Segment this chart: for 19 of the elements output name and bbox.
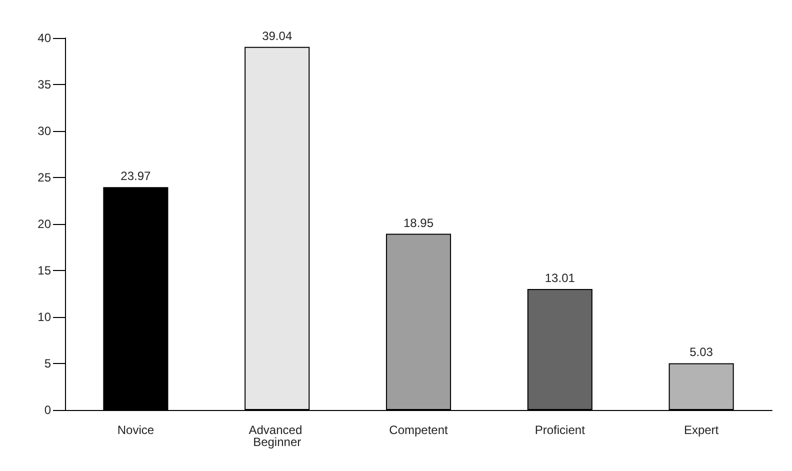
y-tick-label: 20 [38,217,52,231]
x-tick-label: Proficient [534,423,586,437]
data-label: 18.95 [403,216,434,230]
y-tick-label: 10 [38,310,52,324]
y-tick-label: 40 [38,31,52,45]
x-tick-label: Expert [684,423,720,437]
data-label: 23.97 [120,169,152,184]
x-tick-label: Advanced Beginner [248,423,306,449]
y-tick-label: 5 [44,356,52,370]
x-tick-label: Competent [389,423,449,437]
y-tick-label: 35 [38,78,52,92]
y-tick-label: 30 [38,124,52,138]
y-tick-label: 25 [38,170,52,184]
data-label: 13.01 [544,271,576,286]
data-label: 39.04 [262,28,292,43]
data-label: 5.03 [690,345,714,360]
y-tick-label: 0 [44,403,52,417]
y-tick-label: 15 [38,264,52,278]
x-tick-label: Novice [117,423,154,437]
